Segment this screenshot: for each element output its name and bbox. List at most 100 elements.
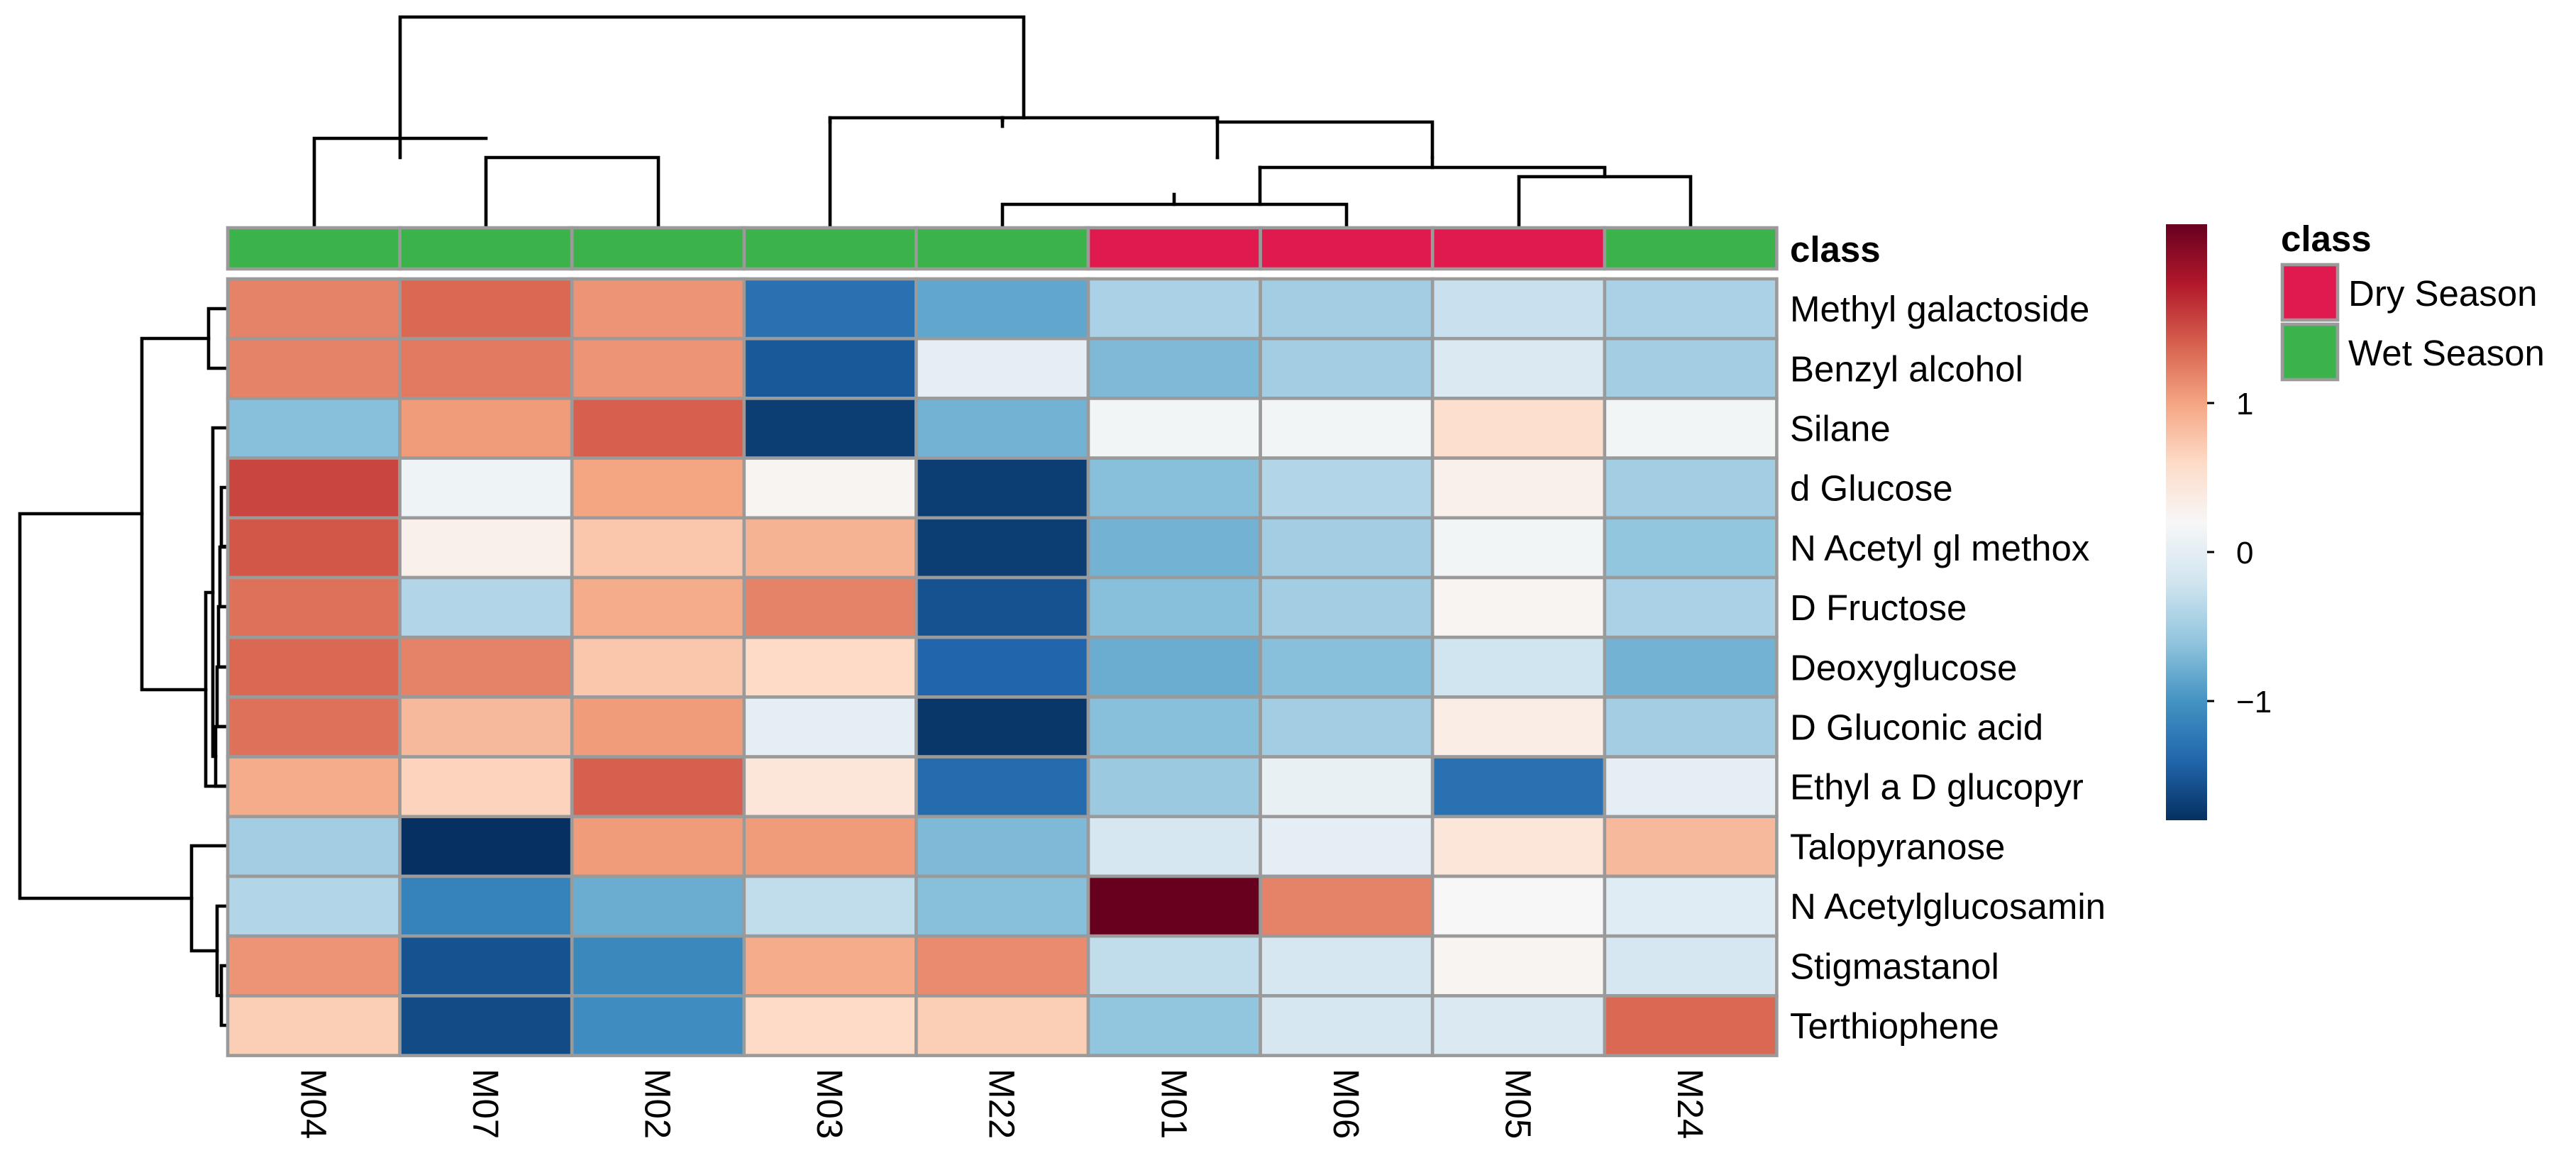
heatmap-cell: [1603, 336, 1779, 400]
heatmap-cell: [398, 755, 574, 819]
heatmap-cell: [742, 635, 918, 699]
heatmap-cell: [1086, 934, 1262, 998]
heatmap-cell: [742, 456, 918, 520]
row-label: Silane: [1790, 409, 1891, 449]
column-label: M01: [1154, 1069, 1194, 1139]
row-label: D Fructose: [1790, 588, 1967, 628]
heatmap-cell: [914, 575, 1090, 639]
heatmap-cell: [742, 934, 918, 998]
column-label: M05: [1498, 1069, 1539, 1139]
heatmap-cell: [914, 397, 1090, 460]
heatmap-cell: [1086, 815, 1262, 878]
heatmap-cell: [398, 456, 574, 520]
heatmap-cell: [1259, 277, 1435, 341]
heatmap-cell: [1259, 934, 1435, 998]
annotation-cell: [742, 226, 918, 271]
heatmap-cell: [1430, 874, 1607, 938]
heatmap-cell: [570, 635, 746, 699]
heatmap-cell: [1430, 934, 1607, 998]
heatmap-cell: [398, 336, 574, 400]
heatmap-cells: [226, 277, 1779, 1057]
row-dendrogram: [18, 307, 230, 1027]
heatmap-cell: [570, 755, 746, 819]
heatmap-cell: [398, 635, 574, 699]
heatmap-cell: [914, 934, 1090, 998]
heatmap-cell: [570, 516, 746, 580]
heatmap-cell: [226, 456, 402, 520]
heatmap-cell: [226, 755, 402, 819]
heatmap-cell: [914, 456, 1090, 520]
heatmap-cell: [1603, 874, 1779, 938]
heatmap-cell: [1259, 874, 1435, 938]
heatmap-cell: [1259, 755, 1435, 819]
heatmap-cell: [1603, 755, 1779, 819]
heatmap-cell: [1430, 516, 1607, 580]
column-label: M04: [293, 1069, 333, 1139]
column-label: M06: [1326, 1069, 1366, 1139]
row-label: d Glucose: [1790, 468, 1953, 509]
heatmap-cell: [1086, 456, 1262, 520]
heatmap-cell: [1430, 994, 1607, 1057]
heatmap-cell: [742, 755, 918, 819]
heatmap-cell: [226, 874, 402, 938]
heatmap-cell: [1086, 635, 1262, 699]
row-label: Benzyl alcohol: [1790, 348, 2023, 389]
heatmap-cell: [1430, 456, 1607, 520]
heatmap-cell: [742, 516, 918, 580]
row-label: D Gluconic acid: [1790, 707, 2043, 748]
annotation-cell: [398, 226, 574, 271]
row-label: Talopyranose: [1790, 827, 2005, 867]
heatmap-cell: [914, 815, 1090, 878]
annotation-cell: [570, 226, 746, 271]
heatmap-cell: [1430, 635, 1607, 699]
heatmap-cell: [914, 695, 1090, 759]
column-dendrogram: [312, 15, 1693, 228]
heatmap-cell: [226, 994, 402, 1057]
heatmap-cell: [914, 516, 1090, 580]
legend-swatch: [2280, 322, 2340, 382]
heatmap-cell: [1086, 755, 1262, 819]
heatmap-cell: [570, 994, 746, 1057]
heatmap-cell: [914, 336, 1090, 400]
heatmap-cell: [398, 695, 574, 759]
row-label: Deoxyglucose: [1790, 647, 2017, 688]
heatmap-cell: [570, 277, 746, 341]
heatmap-cell: [398, 575, 574, 639]
class-annotation-bar: [226, 226, 1779, 271]
heatmap-cell: [226, 397, 402, 460]
annotation-cell: [1259, 226, 1435, 271]
heatmap-cell: [1259, 695, 1435, 759]
heatmap-cell: [570, 934, 746, 998]
heatmap-cell: [742, 575, 918, 639]
heatmap-cell: [914, 874, 1090, 938]
heatmap-cell: [1430, 695, 1607, 759]
column-label: M24: [1670, 1069, 1710, 1139]
column-label: M22: [982, 1069, 1022, 1139]
heatmap-cell: [742, 994, 918, 1057]
heatmap-cell: [398, 277, 574, 341]
heatmap-cell: [1259, 456, 1435, 520]
heatmap-cell: [1086, 397, 1262, 460]
heatmap-cell: [1430, 755, 1607, 819]
heatmap-cell: [742, 695, 918, 759]
column-label: M02: [638, 1069, 678, 1139]
row-label: Stigmastanol: [1790, 946, 1999, 986]
heatmap-cell: [1086, 874, 1262, 938]
color-scale-ticks: 1 0 −1: [2207, 387, 2272, 719]
heatmap-cell: [1259, 336, 1435, 400]
heatmap-cell: [1603, 456, 1779, 520]
heatmap-cell: [226, 815, 402, 878]
heatmap-cell: [398, 397, 574, 460]
heatmap-cell: [1430, 397, 1607, 460]
heatmap-cell: [1430, 277, 1607, 341]
annotation-cell: [1603, 226, 1779, 271]
heatmap-cell: [570, 874, 746, 938]
heatmap-cell: [914, 635, 1090, 699]
heatmap-cell: [1603, 516, 1779, 580]
row-label: N Acetyl gl methox: [1790, 528, 2089, 568]
heatmap-cell: [570, 815, 746, 878]
heatmap-cell: [914, 277, 1090, 341]
color-scale-tick-label: 1: [2236, 387, 2253, 421]
heatmap-cell: [1603, 575, 1779, 639]
